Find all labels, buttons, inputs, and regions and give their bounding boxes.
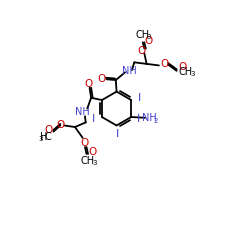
- Text: O: O: [178, 62, 186, 72]
- Text: CH: CH: [136, 30, 150, 40]
- Text: CH: CH: [179, 66, 193, 76]
- Text: O: O: [85, 79, 93, 89]
- Text: CH: CH: [80, 156, 94, 166]
- Text: I: I: [116, 129, 119, 139]
- Text: 3: 3: [190, 71, 195, 77]
- Text: O: O: [88, 148, 97, 158]
- Text: O: O: [137, 46, 145, 56]
- Text: 2: 2: [154, 118, 158, 124]
- Text: O: O: [98, 74, 106, 84]
- Text: I: I: [138, 93, 141, 103]
- Text: NH: NH: [142, 113, 156, 123]
- Text: 3: 3: [38, 136, 42, 142]
- Text: O: O: [44, 125, 52, 135]
- Text: I: I: [92, 114, 95, 124]
- Text: NH: NH: [74, 108, 89, 118]
- Text: I: I: [137, 114, 140, 124]
- Text: C: C: [45, 132, 52, 142]
- Text: O: O: [56, 120, 64, 130]
- Text: 3: 3: [147, 34, 151, 40]
- Text: NH: NH: [122, 66, 136, 76]
- Text: O: O: [160, 59, 168, 69]
- Text: 3: 3: [92, 160, 96, 166]
- Text: O: O: [145, 36, 153, 46]
- Text: H: H: [40, 132, 48, 142]
- Text: O: O: [81, 138, 89, 148]
